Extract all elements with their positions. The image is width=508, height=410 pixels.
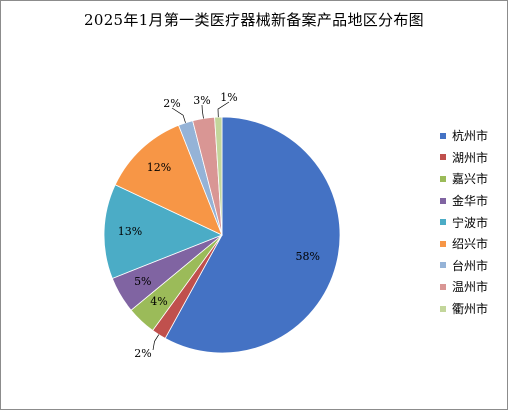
data-label-4: 5% — [134, 275, 151, 288]
legend-label: 湖州市 — [452, 150, 489, 165]
legend-item-5: 宁波市 — [440, 211, 488, 233]
data-label-1: 58% — [295, 250, 319, 263]
leader-line-2 — [152, 334, 160, 351]
legend-item-6: 绍兴市 — [440, 233, 488, 255]
legend-label: 金华市 — [452, 194, 489, 209]
legend-label: 嘉兴市 — [452, 172, 489, 187]
legend-label: 绍兴市 — [452, 237, 489, 252]
legend-swatch — [440, 154, 446, 161]
legend-item-7: 台州市 — [440, 255, 488, 277]
data-label-5: 13% — [118, 225, 142, 238]
legend-item-9: 衢州市 — [440, 298, 488, 320]
legend-swatch — [440, 219, 446, 226]
data-label-7: 2% — [163, 97, 180, 110]
data-label-9: 1% — [220, 91, 237, 104]
legend-swatch — [440, 197, 446, 204]
leader-line-8 — [201, 104, 204, 119]
data-label-8: 3% — [193, 94, 210, 107]
legend-swatch — [440, 305, 446, 312]
pie-slice-1 — [164, 116, 341, 354]
legend-item-1: 杭州市 — [440, 125, 488, 147]
data-label-6: 12% — [147, 161, 171, 174]
legend-item-2: 湖州市 — [440, 147, 488, 169]
legend-label: 温州市 — [452, 280, 489, 295]
legend-label: 衢州市 — [452, 302, 489, 317]
legend-item-4: 金华市 — [440, 190, 488, 212]
legend: 杭州市湖州市嘉兴市金华市宁波市绍兴市台州市温州市衢州市 — [440, 125, 488, 319]
data-label-2: 2% — [134, 347, 151, 360]
data-label-3: 4% — [150, 295, 167, 308]
legend-swatch — [440, 175, 446, 182]
pie-slice-6 — [114, 124, 223, 236]
legend-swatch — [440, 240, 446, 247]
pie-slice-5 — [103, 184, 224, 279]
legend-label: 杭州市 — [452, 129, 489, 144]
legend-label: 台州市 — [452, 258, 489, 273]
legend-swatch — [440, 283, 446, 290]
legend-swatch — [440, 132, 446, 139]
legend-item-8: 温州市 — [440, 276, 488, 298]
legend-swatch — [440, 262, 446, 269]
chart-title: 2025年1月第一类医疗器械新备案产品地区分布图 — [84, 11, 424, 29]
legend-item-3: 嘉兴市 — [440, 168, 488, 190]
legend-label: 宁波市 — [452, 215, 489, 230]
leader-line-9 — [217, 101, 230, 118]
leader-line-7 — [171, 107, 186, 123]
